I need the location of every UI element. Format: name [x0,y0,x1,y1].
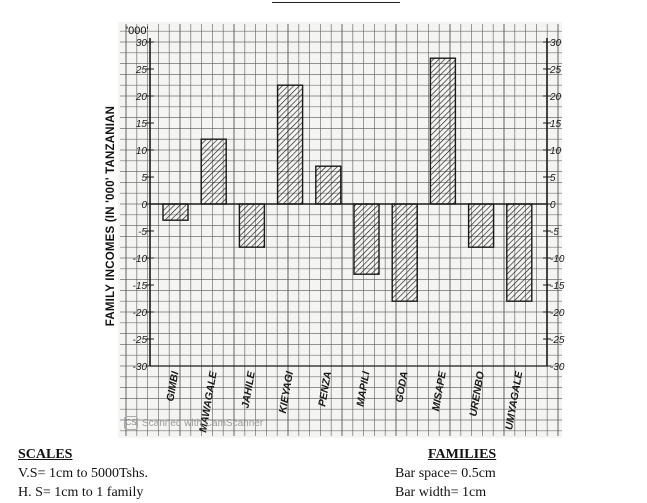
y-tick-label-right: -30 [550,362,565,373]
y-tick-label-left: 15 [136,119,148,130]
y-tick-label-left: -25 [133,335,148,346]
category-label-goda: GODA [393,370,410,403]
y-tick-label-right: 15 [550,119,562,130]
y-tick-label-right: 0 [550,200,556,211]
y-tick-label-left: -10 [133,254,148,265]
watermark-text: Scanned with CamScanner [142,417,264,429]
category-label-mapili: MAPILI [354,369,372,407]
bar-kieyagi [276,84,304,205]
y-tick-label-left: 5 [141,173,147,184]
y-tick-label-left: 10 [136,146,148,157]
y-tick-label-left: -15 [133,281,148,292]
y-axis-label: FAMILY INCOMES (IN '000' TANZANIAN [105,105,117,327]
y-tick-label-left: 20 [135,92,148,103]
y-tick-label-right: 5 [550,173,556,184]
families-heading: FAMILIES [428,447,497,462]
bar-urenbo [467,203,495,248]
bar-jahile [238,203,266,248]
scales-line-horizontal: H. S= 1cm to 1 family [18,485,144,500]
category-label-kieyagi: KIEYAGI [277,369,296,414]
category-label-urenbo: URENBO [467,370,487,417]
scales-line-vertical: V.S= 1cm to 5000Tshs. [18,466,148,481]
bar-penza [315,165,342,205]
y-tick-label-left: -30 [133,362,148,373]
unit-marker: '000' [126,25,149,37]
y-tick-label-left: 30 [136,38,148,49]
families-line-bar-space: Bar space= 0.5cm [395,466,496,481]
category-label-gimbi: GIMBI [164,369,181,402]
y-tick-label-right: 30 [550,38,562,49]
y-tick-label-right: 25 [549,65,562,76]
category-label-misape: MISAPE [430,369,449,412]
families-line-bar-width: Bar width= 1cm [395,485,487,500]
y-tick-label-right: -20 [550,308,565,319]
chart-tick-labels: 30 30 25 25 20 20 15 15 10 10 5 5 0 0 -5 -5 -10 -10 -15 -15… [133,38,565,373]
y-tick-label-right: -10 [550,254,565,265]
y-tick-label-right: 10 [550,146,562,157]
y-tick-label-left: 0 [141,200,147,211]
watermark: CS Scanned with CamScanner [124,416,263,430]
bar-umyagale [506,203,533,302]
y-tick-label-right: -5 [550,227,559,238]
y-tick-label-left: 25 [135,65,148,76]
bar-mawagale [200,138,227,205]
title-underline [272,2,400,3]
camscanner-icon: CS [124,416,138,430]
chart-grid [120,24,562,436]
scales-note: SCALES V.S= 1cm to 5000Tshs. H. S= 1cm t… [18,445,148,502]
y-tick-label-right: -25 [550,335,565,346]
category-label-penza: PENZA [316,370,334,407]
bar-misape [429,57,457,205]
category-label-umyagale: UMYAGALE [503,369,525,430]
bar-goda [391,203,418,302]
bar-gimbi [162,203,189,221]
y-tick-label-left: -5 [138,227,147,238]
bar-mapili [353,203,380,275]
y-tick-label-left: -20 [133,308,148,319]
scales-heading: SCALES [18,447,73,462]
families-note: FAMILIES Bar space= 0.5cm Bar width= 1cm [395,445,496,502]
y-tick-label-right: -15 [550,281,565,292]
y-tick-label-right: 20 [549,92,562,103]
chart-bars [162,57,533,302]
